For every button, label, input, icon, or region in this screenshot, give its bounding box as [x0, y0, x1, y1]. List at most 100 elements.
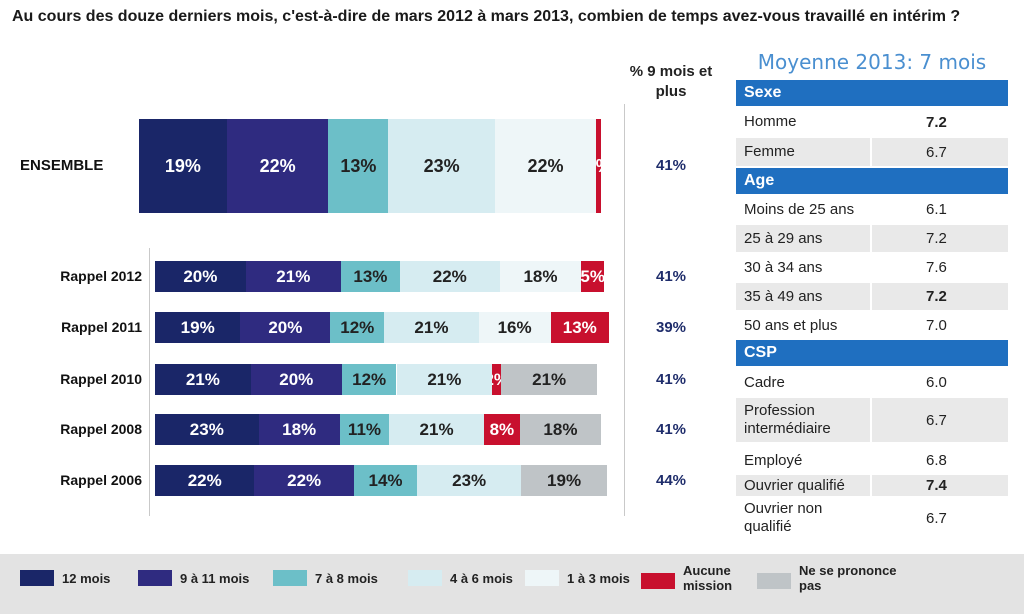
legend-label: 12 mois [62, 570, 111, 586]
side-table-row: 25 à 29 ans 7.2 [736, 225, 1008, 252]
side-table-row: Homme 7.2 [736, 108, 1008, 136]
bar-value-label: 22% [527, 155, 564, 176]
row-label: Rappel 2008 [60, 420, 142, 437]
pct-9-mois-value: 41% [655, 420, 687, 438]
side-row-value: 6.7 [872, 138, 1008, 166]
side-table-row: Employé 6.8 [736, 448, 1008, 473]
bar-segment: 19% [155, 312, 241, 343]
bar-segment: 12% [341, 364, 397, 395]
bar-segment: 23% [155, 414, 259, 445]
bar-value-label: 23% [423, 155, 460, 176]
bar-value-label: 23% [189, 419, 224, 439]
legend-swatch [525, 570, 559, 586]
bar-value-label: 14% [368, 470, 403, 490]
bar-segment: 1% [596, 119, 601, 213]
bar-value-label: 11% [347, 419, 382, 439]
bar-value-label: 20% [183, 266, 218, 286]
bar-value-label: 1% [596, 156, 601, 177]
bar-segment: 11% [339, 414, 390, 445]
side-row-value: 6.1 [926, 201, 947, 218]
bar-value-label: 22% [432, 266, 467, 286]
side-row-label: 25 à 29 ans [736, 225, 872, 252]
bar-value-label: 8% [489, 419, 515, 439]
side-row-label: Profession intermédiaire [736, 398, 872, 442]
bar-value-label: 20% [268, 317, 303, 337]
bar-value-label: 18% [523, 266, 558, 286]
bar-value-label: 21% [414, 317, 449, 337]
bar-value-label: 18% [543, 419, 578, 439]
legend-label: 9 à 11 mois [180, 570, 250, 586]
pct-9-mois-header: % 9 mois et plus [629, 63, 713, 100]
bar-segment: 13% [550, 312, 609, 343]
side-table-row: 50 ans et plus 7.0 [736, 312, 1008, 339]
bar-value-label: 20% [279, 369, 314, 389]
bar-value-label: 13% [562, 317, 597, 337]
pct-9-mois-value: 41% [655, 157, 687, 174]
bar-segment: 22% [226, 119, 329, 213]
side-row-value: 6.7 [926, 509, 947, 527]
bar-value-label: 22% [287, 470, 322, 490]
side-row-label: Cadre [736, 369, 872, 396]
bar-segment: 23% [388, 119, 495, 213]
bar-value-label: 21% [276, 266, 311, 286]
legend-label: 7 à 8 mois [315, 570, 378, 586]
bar-segment: 22% [494, 119, 597, 213]
bar-segment: 19% [521, 465, 607, 496]
bar-segment: 22% [155, 465, 255, 496]
bar-segment: 18% [258, 414, 340, 445]
bar-segment: 21% [389, 414, 484, 445]
row-label: Rappel 2006 [60, 471, 142, 488]
side-row-value: 7.2 [872, 283, 1008, 310]
side-table-row: Cadre 6.0 [736, 369, 1008, 396]
bar-value-label: 13% [353, 266, 388, 286]
legend-swatch [20, 570, 54, 586]
bar-value-label: 21% [427, 369, 462, 389]
side-row-value: 6.8 [926, 452, 947, 469]
bar-segment: 20% [250, 364, 342, 395]
bar-segment: 13% [328, 119, 389, 213]
legend-item: 4 à 6 mois [408, 570, 513, 586]
bar-value-label: 18% [282, 419, 317, 439]
bars-axis-line [149, 248, 150, 516]
side-row-value: 7.2 [872, 225, 1008, 252]
bar-value-label: 12% [340, 317, 375, 337]
chart-legend: 12 mois 9 à 11 mois 7 à 8 mois 4 à 6 mois 1 … [0, 554, 1024, 614]
chart-title: Au cours des douze derniers mois, c'est-… [12, 8, 961, 25]
bar-segment: 22% [399, 261, 500, 292]
bar-segment: 2% [492, 364, 502, 395]
bar-value-label: 22% [187, 470, 222, 490]
side-table-row: Profession intermédiaire 6.7 [736, 398, 1008, 442]
legend-item: 9 à 11 mois [138, 570, 249, 586]
row-label: Rappel 2010 [60, 370, 142, 387]
side-table-row: Ouvrier non qualifié 6.7 [736, 498, 1008, 538]
bar-value-label: 19% [547, 470, 582, 490]
legend-item: Ne se prononce pas [757, 563, 919, 593]
side-row-label: Femme [736, 138, 872, 166]
bar-value-label: 19% [180, 317, 215, 337]
bar-segment: 14% [353, 465, 418, 496]
legend-label: 1 à 3 mois [567, 570, 630, 586]
row-label: ENSEMBLE [20, 157, 104, 174]
row-label: Rappel 2012 [60, 267, 142, 284]
bar-value-label: 22% [259, 155, 296, 176]
side-row-label: Employé [736, 448, 872, 473]
side-row-label: Homme [736, 108, 872, 136]
side-row-value: 7.0 [926, 317, 947, 334]
pct-9-mois-value: 41% [655, 267, 687, 285]
side-row-label: 50 ans et plus [736, 312, 872, 339]
bar-value-label: 21% [185, 369, 220, 389]
bar-segment: 12% [330, 312, 385, 343]
legend-label: 4 à 6 mois [450, 570, 513, 586]
side-row-label: Moins de 25 ans [736, 196, 872, 223]
bar-value-label: 5% [581, 266, 604, 286]
side-table-row: Femme 6.7 [736, 138, 1008, 166]
side-table-row: Moins de 25 ans 6.1 [736, 196, 1008, 223]
legend-swatch [641, 573, 675, 589]
bar-segment: 16% [478, 312, 551, 343]
bar-value-label: 19% [164, 155, 201, 176]
bar-segment: 21% [396, 364, 493, 395]
pct-9-mois-value: 44% [655, 471, 687, 489]
bar-value-label: 21% [419, 419, 454, 439]
legend-swatch [757, 573, 791, 589]
legend-item: 7 à 8 mois [273, 570, 378, 586]
